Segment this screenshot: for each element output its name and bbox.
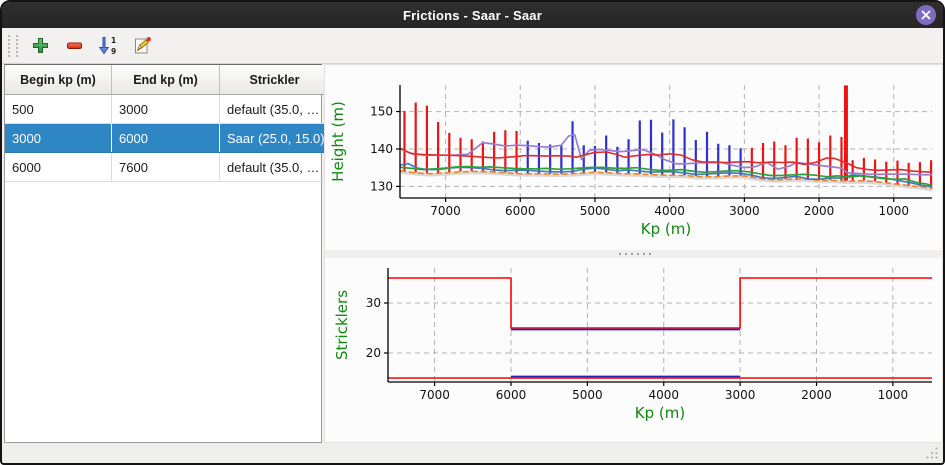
cell-begin-kp[interactable]: 3000 xyxy=(5,123,112,153)
svg-text:3000: 3000 xyxy=(729,204,760,218)
svg-text:6000: 6000 xyxy=(505,204,536,218)
titlebar[interactable]: Frictions - Saar - Saar xyxy=(2,2,943,28)
sort-rows-button[interactable]: 1 9 xyxy=(94,33,122,59)
table-row[interactable]: 500 3000 default (35.0, … xyxy=(5,94,329,124)
resize-grip-icon[interactable] xyxy=(925,446,939,460)
remove-row-button[interactable] xyxy=(60,33,88,59)
svg-text:5000: 5000 xyxy=(580,204,611,218)
svg-text:5000: 5000 xyxy=(572,388,603,402)
svg-text:4000: 4000 xyxy=(654,204,685,218)
table-header-row: Begin kp (m) End kp (m) Strickler xyxy=(5,65,329,95)
table-row[interactable]: 3000 6000 Saar (25.0, 15.0) xyxy=(5,123,330,153)
plot-splitter-handle[interactable] xyxy=(325,250,942,258)
svg-text:150: 150 xyxy=(370,105,393,119)
table-row[interactable]: 6000 7600 default (35.0, … xyxy=(5,152,329,182)
splitter-dots-icon xyxy=(616,253,651,255)
column-header-end-kp[interactable]: End kp (m) xyxy=(111,65,220,95)
svg-text:2000: 2000 xyxy=(801,388,832,402)
svg-text:6000: 6000 xyxy=(496,388,527,402)
svg-text:130: 130 xyxy=(370,179,393,193)
svg-text:Kp (m): Kp (m) xyxy=(635,404,685,422)
svg-text:1: 1 xyxy=(111,36,116,45)
close-icon xyxy=(921,10,931,20)
edit-icon xyxy=(134,37,151,54)
height-profile-plot[interactable]: 7000 6000 5000 4000 3000 2000 1000 130 140 150 Kp … xyxy=(325,65,944,250)
svg-text:140: 140 xyxy=(370,142,393,156)
svg-text:9: 9 xyxy=(111,47,116,56)
column-header-begin-kp[interactable]: Begin kp (m) xyxy=(5,65,112,95)
svg-text:4000: 4000 xyxy=(648,388,679,402)
window-title: Frictions - Saar - Saar xyxy=(403,7,542,23)
close-button[interactable] xyxy=(916,5,936,25)
svg-text:3000: 3000 xyxy=(725,388,756,402)
plus-icon xyxy=(32,38,48,53)
svg-text:1000: 1000 xyxy=(878,388,909,402)
plots-panel: 7000 6000 5000 4000 3000 2000 1000 130 140 150 Kp … xyxy=(324,64,943,443)
svg-text:Kp (m): Kp (m) xyxy=(641,220,691,238)
svg-text:30: 30 xyxy=(366,296,381,310)
svg-text:7000: 7000 xyxy=(419,388,450,402)
cell-strickler[interactable]: default (35.0, … xyxy=(219,94,329,124)
column-header-strickler[interactable]: Strickler xyxy=(219,65,329,95)
frictions-table-panel: Begin kp (m) End kp (m) Strickler 500 3000 d… xyxy=(4,64,330,443)
svg-text:Stricklers: Stricklers xyxy=(333,290,351,360)
toolbar-drag-handle[interactable] xyxy=(8,34,18,57)
cell-strickler[interactable]: default (35.0, … xyxy=(219,152,329,182)
cell-strickler[interactable]: Saar (25.0, 15.0) xyxy=(219,123,330,153)
minus-icon xyxy=(66,42,82,49)
cell-end-kp[interactable]: 7600 xyxy=(111,152,220,182)
svg-text:20: 20 xyxy=(366,346,381,360)
frictions-table: Begin kp (m) End kp (m) Strickler 500 3000 d… xyxy=(5,65,330,182)
toolbar: 1 9 xyxy=(2,28,943,64)
stricklers-plot[interactable]: 7000 6000 5000 4000 3000 2000 1000 20 30 Kp (m) St… xyxy=(325,258,944,444)
sort-numeric-icon: 1 9 xyxy=(98,36,116,56)
statusbar xyxy=(2,443,943,463)
svg-text:7000: 7000 xyxy=(430,204,461,218)
cell-end-kp[interactable]: 3000 xyxy=(111,94,220,124)
add-row-button[interactable] xyxy=(26,33,54,59)
svg-text:1000: 1000 xyxy=(878,204,909,218)
edit-row-button[interactable] xyxy=(128,33,156,59)
cell-end-kp[interactable]: 6000 xyxy=(111,123,220,153)
svg-text:2000: 2000 xyxy=(804,204,835,218)
cell-begin-kp[interactable]: 500 xyxy=(5,94,112,124)
svg-text:Height (m): Height (m) xyxy=(329,101,347,182)
cell-begin-kp[interactable]: 6000 xyxy=(5,152,112,182)
